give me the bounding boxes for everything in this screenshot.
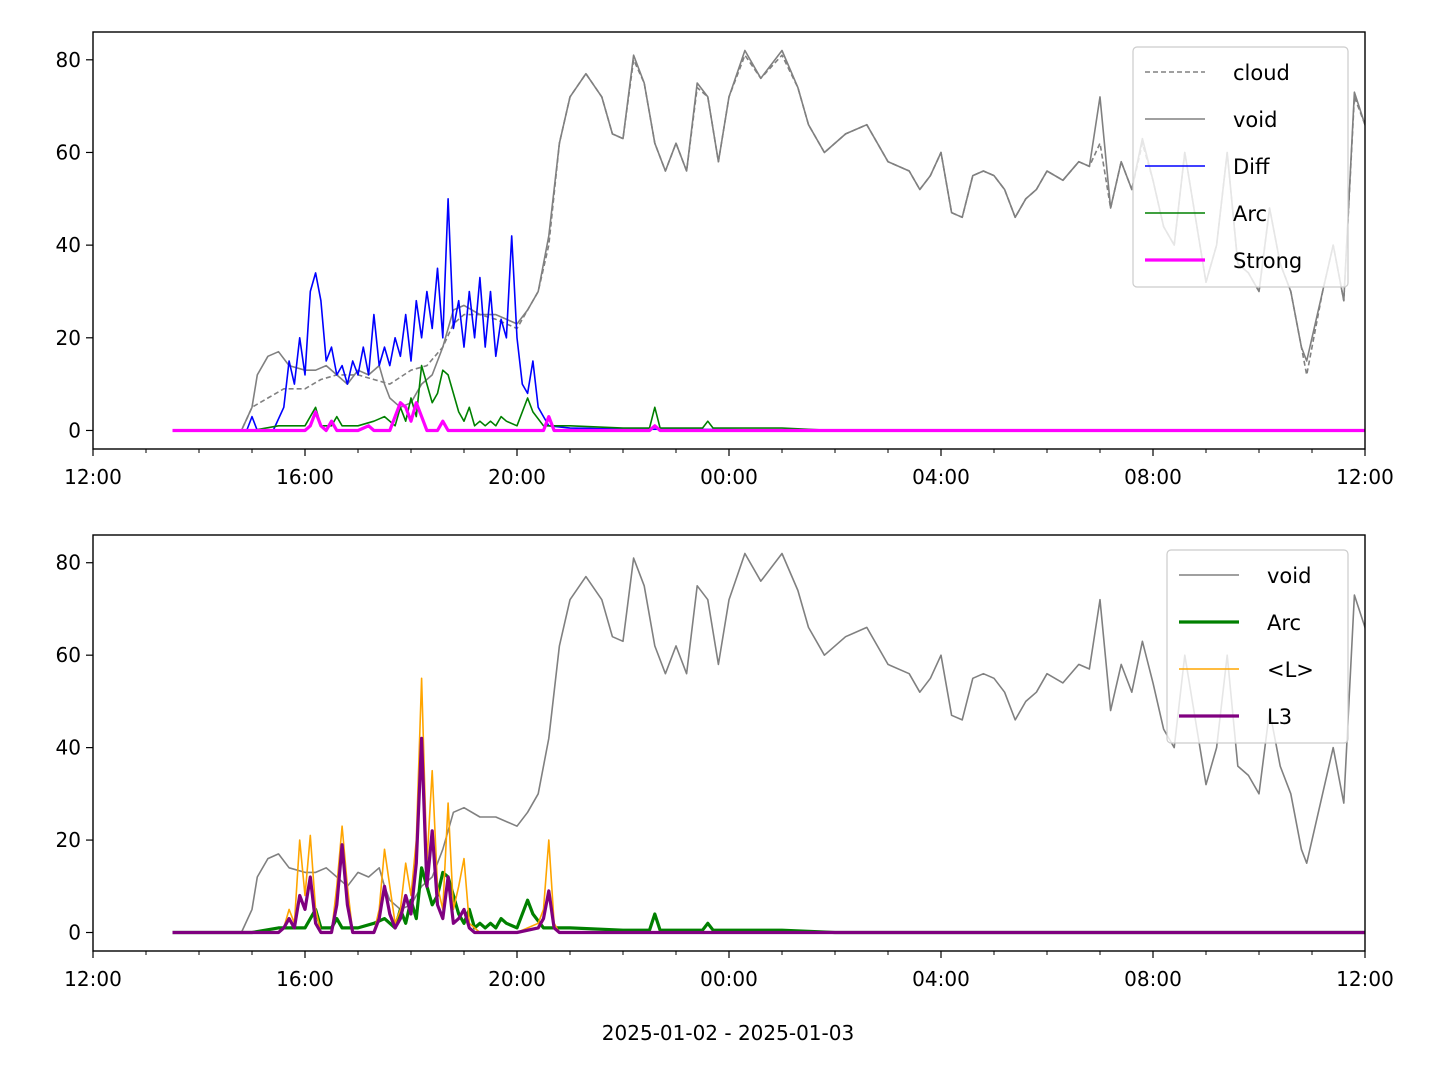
bottom-x-tick-label: 04:00 xyxy=(912,967,970,991)
bottom-y-tick-label: 60 xyxy=(56,643,81,667)
top-y-tick-label: 60 xyxy=(56,140,81,164)
top-legend-label-diff: Diff xyxy=(1233,155,1270,179)
top-x-tick-label: 04:00 xyxy=(912,465,970,489)
bottom-x-tick-label: 20:00 xyxy=(488,967,546,991)
top-y-tick-label: 0 xyxy=(68,418,81,442)
bottom-legend-label-void: void xyxy=(1267,564,1311,588)
bottom-legend-label-l: <L> xyxy=(1267,658,1314,682)
top-legend-label-strong: Strong xyxy=(1233,249,1302,273)
bottom-legend-box xyxy=(1167,550,1348,743)
bottom-x-tick-label: 08:00 xyxy=(1124,967,1182,991)
top-y-tick-label: 20 xyxy=(56,326,81,350)
top-x-tick-label: 12:00 xyxy=(64,465,122,489)
top-legend-label-void: void xyxy=(1233,108,1277,132)
top-legend: cloud void Diff Arc Strong xyxy=(1133,47,1348,287)
top-legend-label-cloud: cloud xyxy=(1233,61,1290,85)
bottom-y-tick-label: 80 xyxy=(56,551,81,575)
bottom-y-tick-label: 40 xyxy=(56,736,81,760)
top-x-tick-label: 12:00 xyxy=(1336,465,1394,489)
top-x-tick-label: 08:00 xyxy=(1124,465,1182,489)
bottom-y-tick-label: 20 xyxy=(56,828,81,852)
top-x-tick-label: 00:00 xyxy=(700,465,758,489)
top-y-tick-label: 80 xyxy=(56,48,81,72)
top-x-tick-label: 20:00 xyxy=(488,465,546,489)
bottom-legend: void Arc <L> L3 xyxy=(1167,550,1348,743)
top-legend-label-arc: Arc xyxy=(1233,202,1267,226)
bottom-x-tick-label: 00:00 xyxy=(700,967,758,991)
bottom-legend-label-l3: L3 xyxy=(1267,705,1292,729)
bottom-y-tick-label: 0 xyxy=(68,921,81,945)
top-y-tick-label: 40 xyxy=(56,233,81,257)
bottom-x-tick-label: 12:00 xyxy=(1336,967,1394,991)
bottom-x-tick-label: 12:00 xyxy=(64,967,122,991)
bottom-x-tick-label: 16:00 xyxy=(276,967,334,991)
x-axis-label: 2025-01-02 - 2025-01-03 xyxy=(602,1021,854,1045)
bottom-legend-label-arc: Arc xyxy=(1267,611,1301,635)
top-x-tick-label: 16:00 xyxy=(276,465,334,489)
